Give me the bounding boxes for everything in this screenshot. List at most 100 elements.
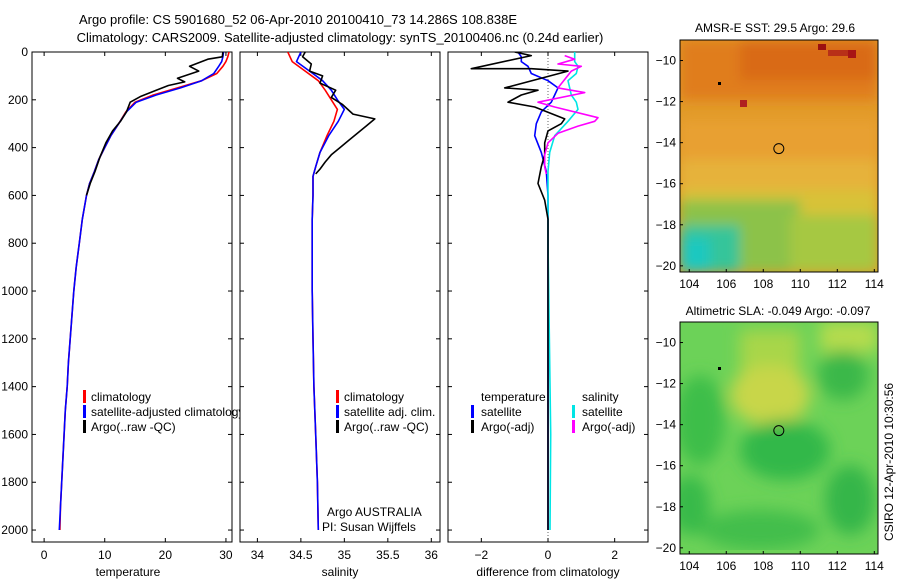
lon-tick-label: 110 xyxy=(791,277,810,291)
lon-tick-label: 106 xyxy=(716,277,736,291)
legend-title-temperature: temperature xyxy=(481,390,546,404)
x-tick-label: 35 xyxy=(338,548,352,562)
lon-tick-label: 108 xyxy=(753,277,773,291)
lon-tick-label: 106 xyxy=(716,559,736,573)
lon-tick-label: 114 xyxy=(865,277,884,291)
lat-tick-label: −12 xyxy=(656,377,677,391)
depth-tick-label: 1400 xyxy=(1,380,28,394)
depth-tick-label: 0 xyxy=(21,45,28,59)
lon-tick-label: 112 xyxy=(828,559,847,573)
lat-tick-label: −12 xyxy=(656,95,677,109)
depth-tick-label: 1600 xyxy=(1,427,28,441)
depth-tick-label: 2000 xyxy=(1,523,28,537)
temperature-axes-frame xyxy=(31,51,233,543)
series-line-argo-raw-qc- xyxy=(301,52,376,175)
lon-tick-label: 114 xyxy=(865,559,884,573)
depth-tick-label: 1200 xyxy=(1,332,28,346)
lat-tick-label: −10 xyxy=(656,336,677,350)
x-tick-label: 34 xyxy=(251,548,265,562)
legend-swatch-satellite xyxy=(336,405,339,418)
salinity-axes-frame xyxy=(239,51,441,543)
sla-map-title: Altimetric SLA: -0.049 Argo: -0.097 xyxy=(686,304,871,318)
x-tick-label: −2 xyxy=(474,548,488,562)
sst-heatmap-field xyxy=(680,40,878,272)
sst-map-title: AMSR-E SST: 29.5 Argo: 29.6 xyxy=(695,21,855,35)
depth-tick-label: 800 xyxy=(8,236,28,250)
legend-swatch-sal-argo xyxy=(572,420,575,433)
legend-label-argo: Argo(..raw -QC) xyxy=(344,420,429,434)
salinity-panel: 34 34.5 35 35.5 36 salinity climatology sate… xyxy=(239,51,441,579)
legend-label-sal-satellite: satellite xyxy=(582,405,623,419)
temperature-profile-lines xyxy=(58,52,230,531)
lat-tick-label: −10 xyxy=(656,54,677,68)
series-line-argo-adj- xyxy=(537,54,599,175)
legend-title-salinity: salinity xyxy=(582,390,619,404)
legend-swatch-climatology xyxy=(83,390,86,403)
difference-profile-lines xyxy=(470,52,599,531)
sst-map-tick-labels: 104 106 108 110 112 114 −10 −12 −14 −16 −18 −20 xyxy=(656,54,885,291)
depth-tick-label: 1000 xyxy=(1,284,28,298)
depth-tick-labels: 0 200 400 600 800 1000 1200 1400 1600 1800 2000 xyxy=(1,45,28,537)
lon-tick-label: 108 xyxy=(753,559,773,573)
temperature-panel: 0 200 400 600 800 1000 1200 1400 1600 1800 2000 0 1… xyxy=(1,45,244,579)
lat-tick-label: −18 xyxy=(656,500,677,514)
depth-tick-label: 400 xyxy=(8,141,28,155)
data-provider-annotation: Argo AUSTRALIA xyxy=(327,505,422,519)
difference-legend: temperature satellite Argo(-adj) salinit… xyxy=(471,390,635,434)
argo-float-position-marker xyxy=(773,143,785,155)
legend-swatch-argo xyxy=(336,420,339,433)
sla-map-frame xyxy=(679,321,879,555)
depth-tick-label: 200 xyxy=(8,93,28,107)
sla-heatmap-field xyxy=(680,322,878,554)
legend-swatch-sal-satellite xyxy=(572,405,575,418)
sla-map-panel: Altimetric SLA: -0.049 Argo: -0.097 104 1… xyxy=(656,304,885,573)
sst-map-frame xyxy=(679,39,879,273)
legend-label-climatology: climatology xyxy=(344,390,404,404)
legend-label-satellite: satellite adj. clim. xyxy=(344,405,435,419)
argo-float-position-marker xyxy=(773,425,785,437)
depth-tick-label: 600 xyxy=(8,188,28,202)
legend-swatch-climatology xyxy=(336,390,339,403)
lat-tick-label: −20 xyxy=(656,259,677,273)
series-line-satellite-adj-clim- xyxy=(295,52,346,531)
difference-tick-labels: −2 0 2 xyxy=(448,51,648,562)
lon-tick-label: 104 xyxy=(679,559,699,573)
x-tick-label: 0 xyxy=(41,548,48,562)
sla-map-tick-labels: 104 106 108 110 112 114 −10 −12 −14 −16 −18 −20 xyxy=(656,336,885,573)
lat-tick-label: −14 xyxy=(656,418,677,432)
lon-tick-label: 110 xyxy=(791,559,810,573)
x-tick-label: 30 xyxy=(219,548,233,562)
salinity-profile-lines xyxy=(287,52,376,531)
x-tick-label: 36 xyxy=(425,548,439,562)
difference-panel: −2 0 2 difference from climatology tempera… xyxy=(447,51,649,579)
salinity-axis-label: salinity xyxy=(322,565,359,579)
legend-label-temp-argo: Argo(-adj) xyxy=(481,420,534,434)
salinity-legend: climatology satellite adj. clim. Argo(..… xyxy=(336,390,435,434)
credit-timestamp: CSIRO 12-Apr-2010 10:30:56 xyxy=(882,383,896,541)
figure-title-line1: Argo profile: CS 5901680_52 06-Apr-2010 … xyxy=(79,12,517,27)
x-tick-label: 2 xyxy=(611,548,618,562)
legend-label-argo: Argo(..raw -QC) xyxy=(91,420,176,434)
series-line-argo-adj- xyxy=(470,52,569,530)
lat-tick-label: −16 xyxy=(656,459,677,473)
lon-tick-label: 112 xyxy=(828,277,847,291)
legend-label-sal-argo: Argo(-adj) xyxy=(582,420,635,434)
legend-swatch-temp-satellite xyxy=(471,405,474,418)
x-tick-label: 20 xyxy=(159,548,173,562)
figure-title-line2: Climatology: CARS2009. Satellite-adjuste… xyxy=(77,30,604,45)
temperature-legend: climatology satellite-adjusted climatolo… xyxy=(83,390,244,434)
legend-swatch-satellite xyxy=(83,405,86,418)
depth-tick-label: 1800 xyxy=(1,475,28,489)
lat-tick-label: −18 xyxy=(656,218,677,232)
salinity-tick-labels: 34 34.5 35 35.5 36 xyxy=(240,51,440,562)
lat-tick-label: −20 xyxy=(656,541,677,555)
x-tick-label: 35.5 xyxy=(376,548,400,562)
x-tick-label: 10 xyxy=(98,548,112,562)
temperature-tick-labels: 0 10 20 30 xyxy=(32,51,233,562)
temperature-axis-label: temperature xyxy=(96,565,161,579)
sst-map-panel: AMSR-E SST: 29.5 Argo: 29.6 104 106 108 110… xyxy=(656,21,885,291)
series-line-argo-raw-qc- xyxy=(85,52,224,196)
lon-tick-label: 104 xyxy=(679,277,699,291)
lat-tick-label: −16 xyxy=(656,177,677,191)
